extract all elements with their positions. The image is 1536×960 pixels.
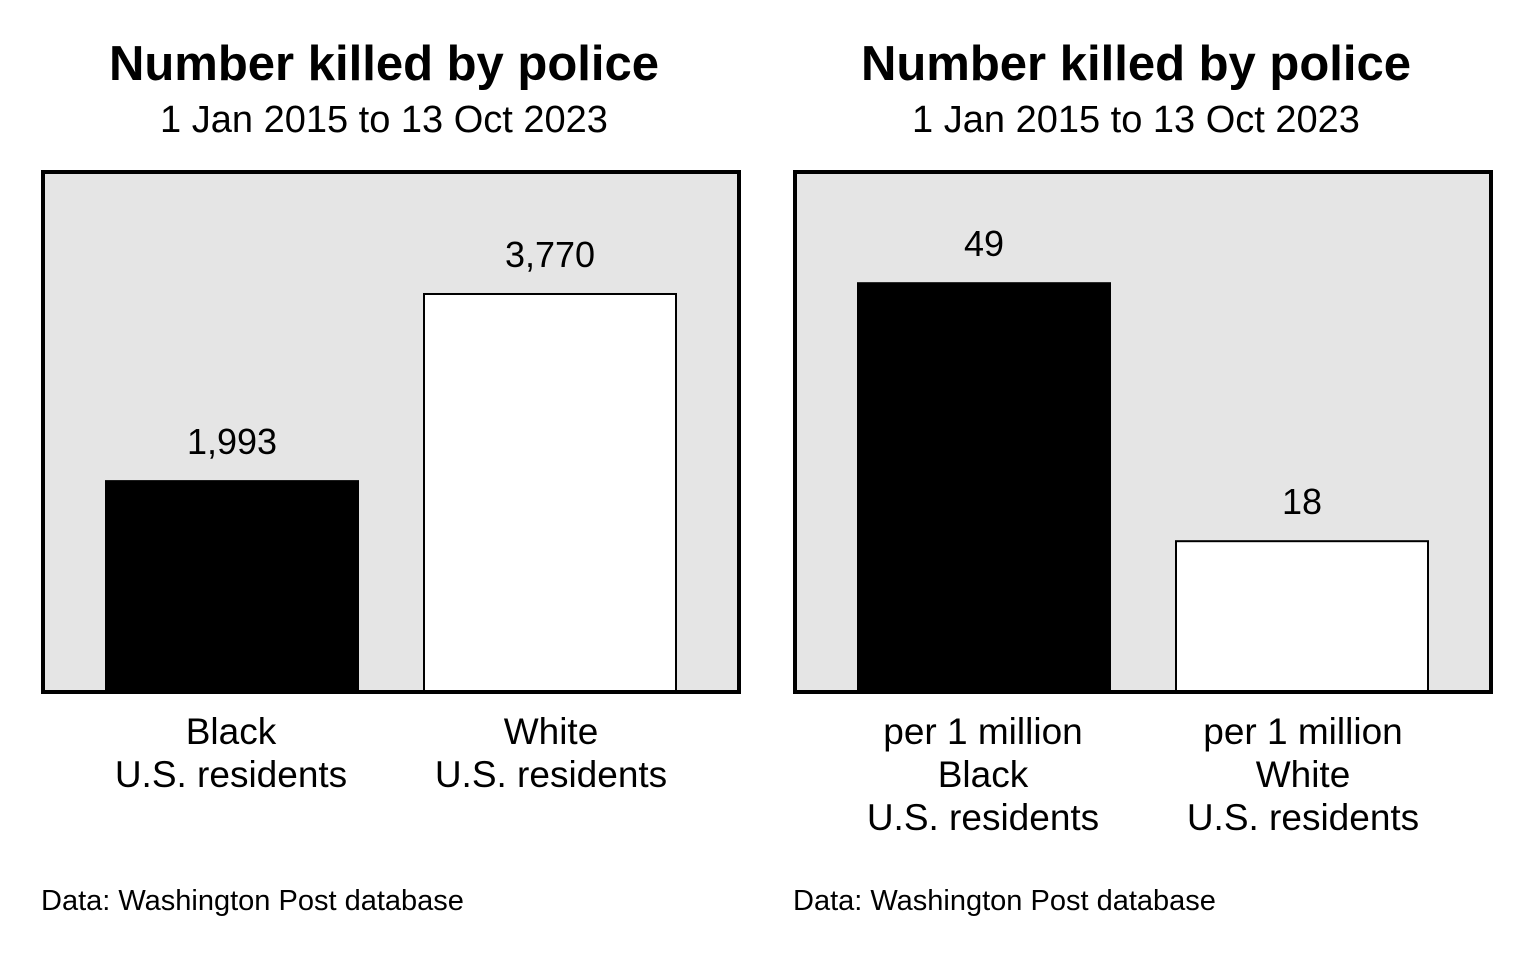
bar-black — [857, 282, 1111, 693]
bar-value-label: 18 — [1282, 481, 1322, 522]
chart-title: Number killed by police — [860, 37, 1412, 91]
x-tick-label: per 1 million White U.S. residents — [1186, 711, 1420, 838]
bar-value-label: 49 — [964, 223, 1004, 264]
bar-chart-svg: 49 18 — [857, 223, 1429, 693]
bar-black — [105, 480, 359, 693]
source-note: Data: Washington Post database — [41, 885, 464, 917]
bar-value-label: 1,993 — [187, 421, 277, 462]
chart-title: Number killed by police — [108, 37, 660, 91]
x-axis-labels: Black U.S. residents White U.S. resident… — [41, 710, 741, 850]
x-tick-label: White U.S. residents — [434, 711, 668, 795]
chart-panel-left: Number killed by police 1 Jan 2015 to 13… — [41, 37, 741, 917]
bar-white — [423, 292, 677, 693]
x-tick-label: Black U.S. residents — [114, 711, 348, 795]
plot-area: 1,993 3,770 — [41, 170, 741, 694]
chart-subtitle: 1 Jan 2015 to 13 Oct 2023 — [912, 99, 1360, 141]
x-tick-label: per 1 million Black U.S. residents — [866, 711, 1100, 838]
bar-chart-svg: 1,993 3,770 — [105, 234, 677, 693]
plot-area: 49 18 — [793, 170, 1493, 694]
source-note: Data: Washington Post database — [793, 885, 1216, 917]
chart-subtitle: 1 Jan 2015 to 13 Oct 2023 — [160, 99, 608, 141]
chart-panel-right: Number killed by police 1 Jan 2015 to 13… — [752, 0, 1520, 960]
bar-value-label: 3,770 — [505, 234, 595, 275]
x-axis-labels: per 1 million Black U.S. residents per 1… — [793, 710, 1493, 850]
bar-white — [1175, 540, 1429, 692]
